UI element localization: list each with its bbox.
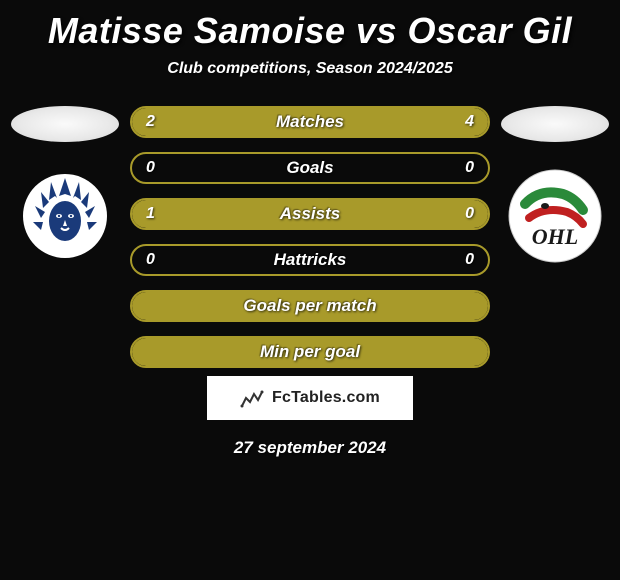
right-club-badge: OHL [505,166,605,266]
svg-text:OHL: OHL [532,224,578,249]
page-subtitle: Club competitions, Season 2024/2025 [167,60,452,78]
main-row: Matches24Goals00Assists10Hattricks00Goal… [0,106,620,368]
pill-label: Goals [286,158,333,178]
left-player-photo [11,106,119,142]
stat-pill: Hattricks 0 0 [130,244,490,276]
page-title: Matisse Samoise vs Oscar Gil [48,10,572,52]
stat-pill: Min per goal [130,336,490,368]
right-player-photo [501,106,609,142]
stat-pill: Goals per match [130,290,490,322]
ohl-badge-icon: OHL [505,166,605,266]
right-player-col: OHL [500,106,610,266]
pill-value-right: 0 [465,251,474,269]
pill-label: Goals per match [243,296,376,316]
stats-column: Matches24Goals00Assists10Hattricks00Goal… [130,106,490,368]
pill-value-left: 0 [146,251,155,269]
native-chief-icon [15,166,115,266]
brand-label: FcTables.com [272,389,380,407]
comparison-card: Matisse Samoise vs Oscar Gil Club compet… [0,0,620,458]
pill-value-left: 0 [146,159,155,177]
stat-pill: Assists 1 0 [130,198,490,230]
brand-logo-icon [240,388,266,408]
left-player-col [10,106,120,266]
pill-label: Assists [280,204,340,224]
pill-value-right: 0 [465,205,474,223]
pill-value-right: 4 [465,113,474,131]
brand-box[interactable]: FcTables.com [207,376,413,420]
pill-value-left: 1 [146,205,155,223]
date-label: 27 september 2024 [234,438,386,458]
pill-label: Matches [276,112,344,132]
stat-pill: Matches 2 4 [130,106,490,138]
pill-label: Min per goal [260,342,360,362]
pill-value-left: 2 [146,113,155,131]
left-club-badge [15,166,115,266]
pill-value-right: 0 [465,159,474,177]
stat-pill: Goals 0 0 [130,152,490,184]
pill-label: Hattricks [274,250,347,270]
